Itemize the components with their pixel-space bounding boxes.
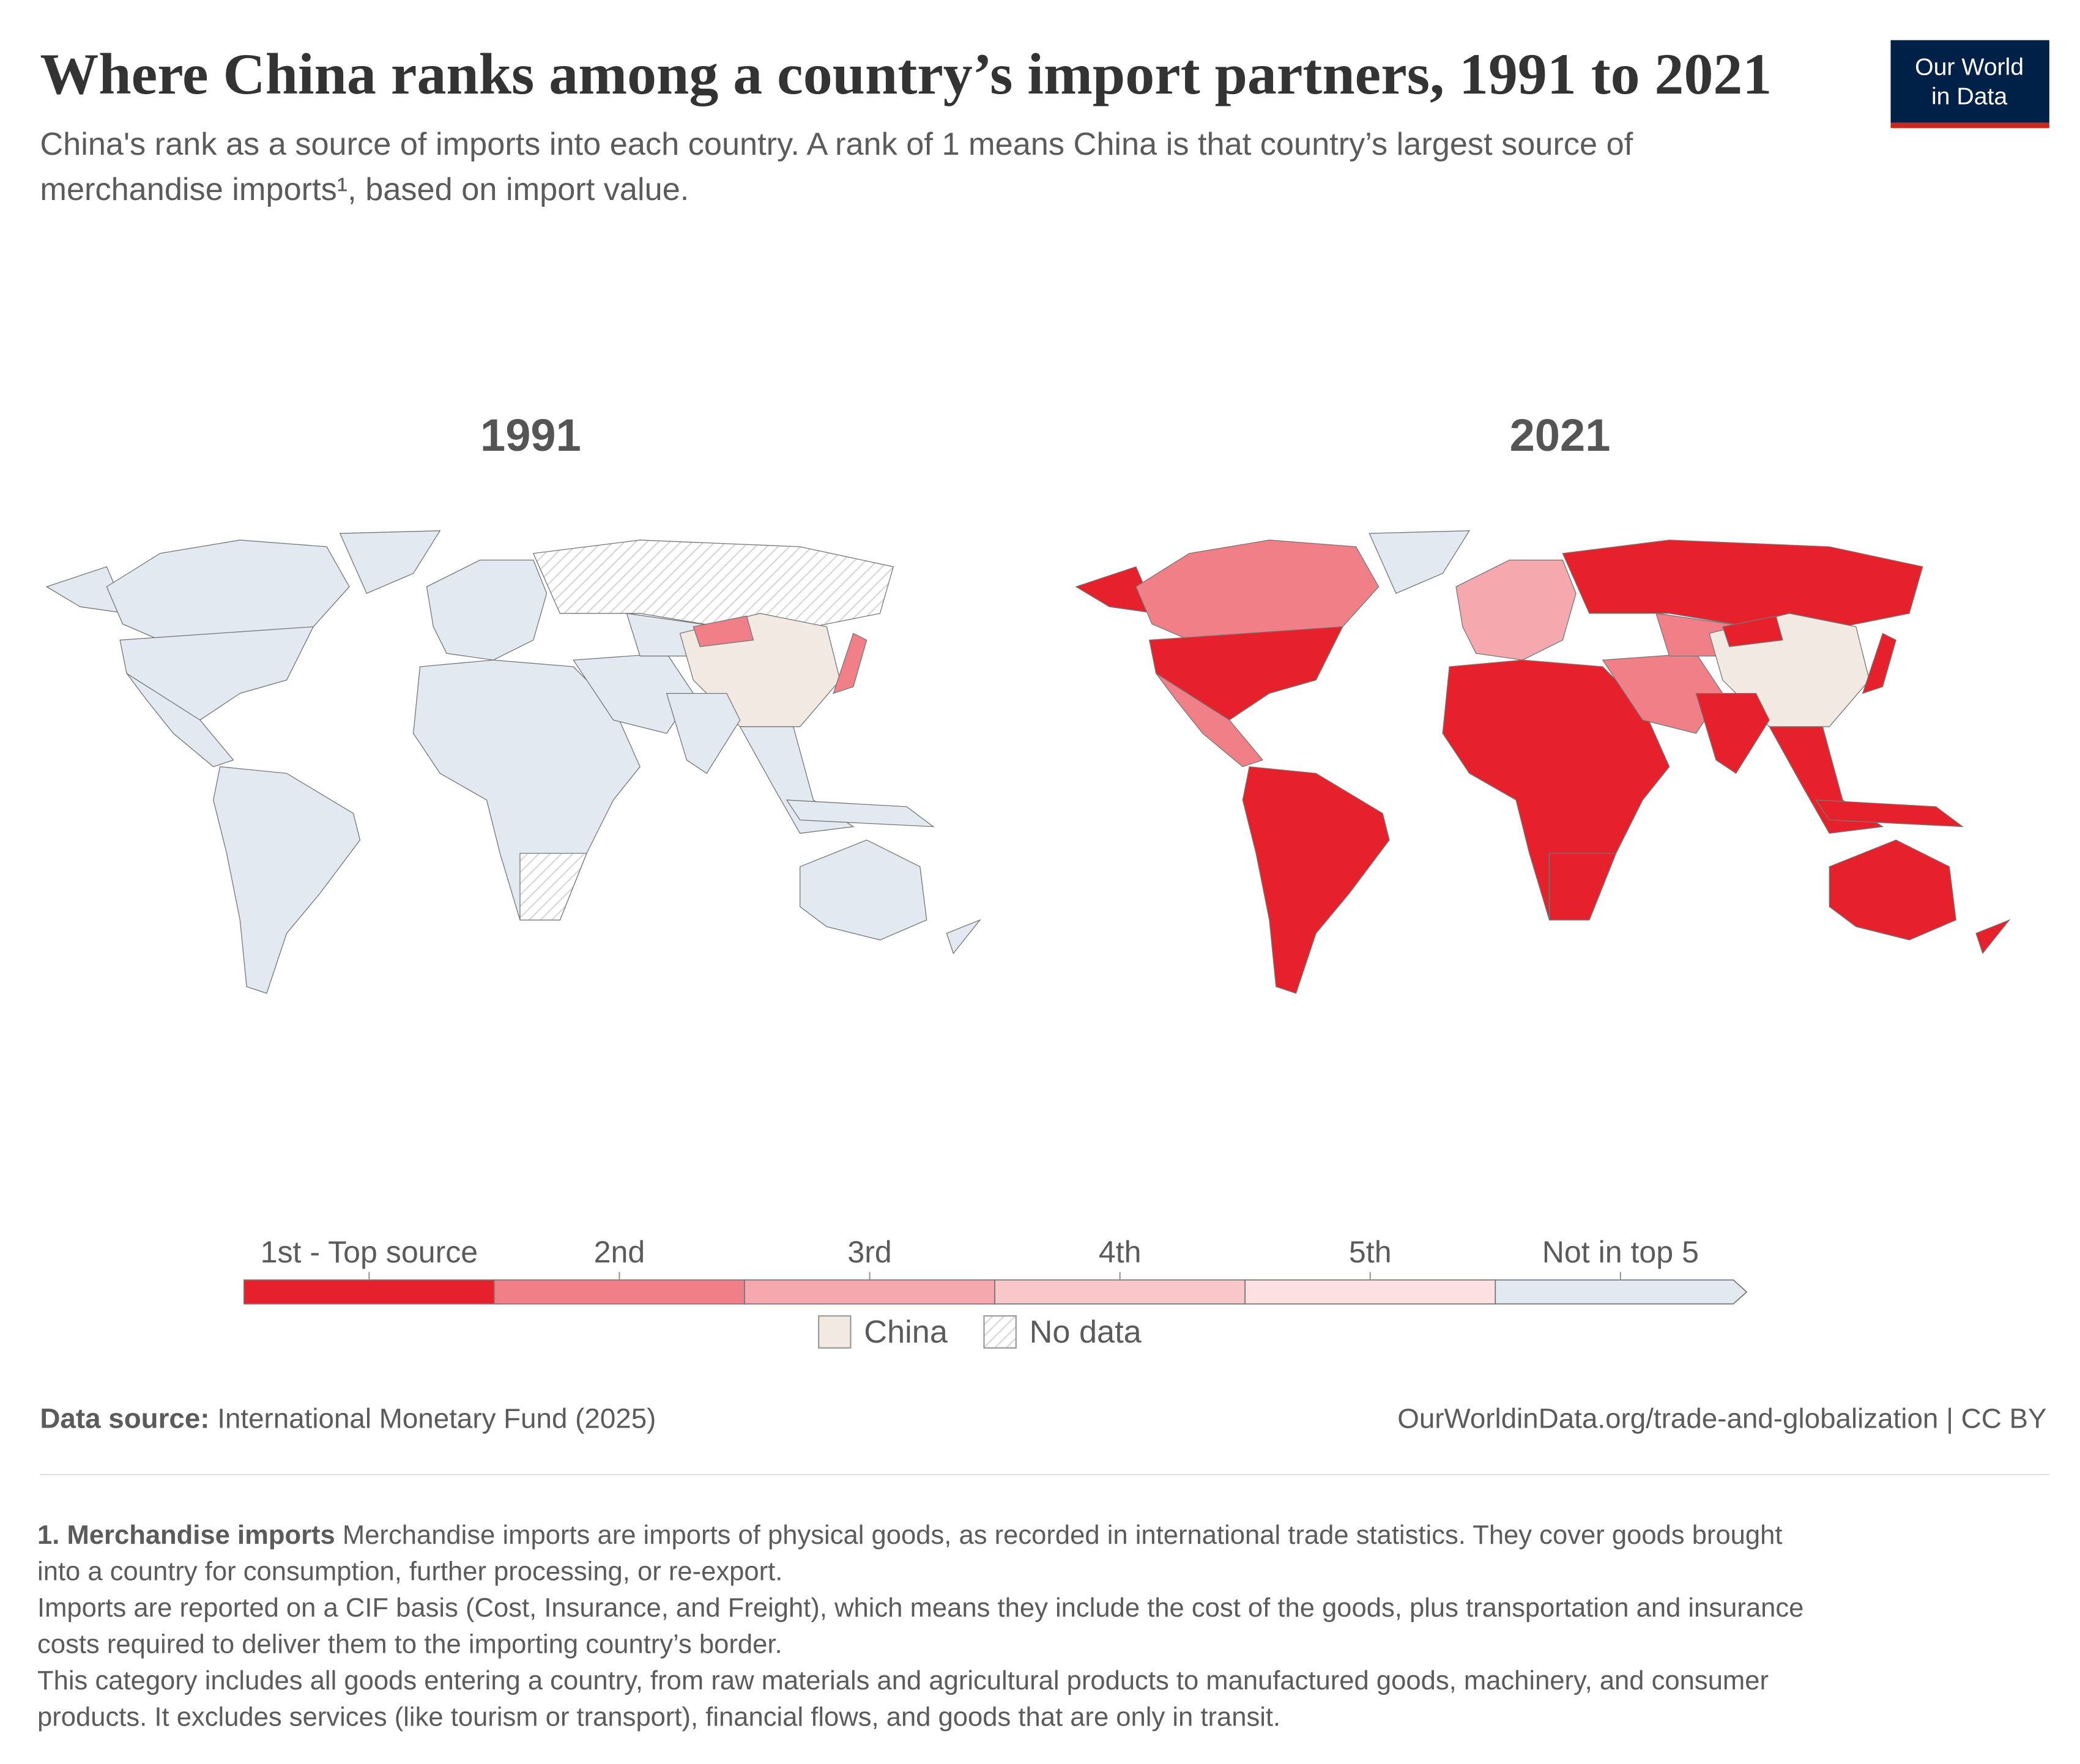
note-text: Imports are reported on a CIF basis (Cos… [37, 1593, 1803, 1623]
note-line: into a country for consumption, further … [37, 1557, 782, 1587]
note-line: costs required to deliver them to the im… [37, 1630, 782, 1659]
legend-swatch [243, 1279, 495, 1305]
region [519, 853, 587, 921]
source: Data source: International Monetary Fund… [40, 1403, 656, 1434]
region [426, 559, 548, 661]
subtitle: China's rank as a source of imports into… [40, 127, 1633, 162]
region [1242, 766, 1390, 994]
note-text: This category includes all goods enterin… [37, 1666, 1769, 1695]
legend-label: 4th [1099, 1235, 1142, 1269]
legend: 1st - Top source 2nd 3rd 4th 5th Not in top 5… [243, 1235, 1748, 1350]
source-text: International Monetary Fund (2025) [217, 1403, 656, 1434]
region [800, 839, 927, 941]
region [739, 726, 855, 834]
note-title: 1. Merchandise imports [37, 1521, 335, 1550]
note-line: products. It excludes services (like tou… [37, 1703, 1280, 1732]
maps: 1991 2021 [45, 410, 2011, 994]
panel-title: 1991 [480, 410, 581, 461]
legend-swatch [744, 1279, 995, 1305]
region [126, 673, 234, 768]
note-text: products. It excludes services (like tou… [37, 1703, 1280, 1732]
legend-label: China [864, 1314, 948, 1350]
logo-text: Our World [1915, 53, 2024, 80]
legend-label: 2nd [594, 1235, 645, 1269]
region [1815, 799, 1964, 828]
subtitle: merchandise imports¹, based on import va… [40, 172, 689, 207]
notes: 1. Merchandise imports Merchandise impor… [37, 1521, 1803, 1732]
region [666, 692, 741, 774]
legend-swatch [994, 1279, 1246, 1305]
legend-label: 3rd [847, 1235, 891, 1269]
map [45, 530, 981, 994]
region [1548, 853, 1617, 921]
logo-bar [1890, 122, 2049, 128]
logo-text: in Data [1931, 83, 2007, 109]
legend-swatch [983, 1315, 1017, 1349]
region [1769, 726, 1884, 834]
title: Where China ranks among a country’s impo… [40, 42, 1772, 106]
legend-swatch [494, 1279, 745, 1305]
url: OurWorldinData.org/trade-and-globalizati… [1397, 1403, 2046, 1434]
legend-swatch [1495, 1279, 1748, 1305]
legend-label: Not in top 5 [1542, 1235, 1699, 1269]
region [786, 799, 935, 828]
logo [1890, 40, 2049, 123]
note-line: Imports are reported on a CIF basis (Cos… [37, 1593, 1803, 1623]
legend-label: 1st - Top source [261, 1235, 478, 1269]
region [1695, 692, 1770, 774]
region [1562, 539, 1923, 628]
panel-title: 2021 [1510, 410, 1611, 461]
region [833, 632, 867, 694]
region [1455, 559, 1577, 661]
map [1075, 530, 2011, 994]
legend-swatch [818, 1315, 852, 1349]
legend-label: No data [1030, 1314, 1142, 1350]
region [1135, 539, 1380, 641]
region [1156, 673, 1264, 768]
region [1862, 632, 1897, 694]
region [339, 530, 441, 594]
region [119, 626, 314, 721]
source-label: Data source: [40, 1403, 209, 1434]
region [1975, 919, 2011, 954]
region [946, 919, 981, 954]
region [1369, 530, 1470, 594]
note-text: into a country for consumption, further … [37, 1557, 782, 1587]
legend-label: 5th [1349, 1235, 1392, 1269]
region [532, 539, 894, 628]
legend-swatch [1244, 1279, 1496, 1305]
region [1722, 615, 1783, 648]
note-line: 1. Merchandise imports Merchandise impor… [37, 1521, 1782, 1550]
region [213, 766, 361, 994]
region [1829, 839, 1957, 941]
note-line: This category includes all goods enterin… [37, 1666, 1769, 1695]
note-text: costs required to deliver them to the im… [37, 1630, 782, 1659]
region [693, 615, 754, 648]
note-text: Merchandise imports are imports of physi… [343, 1521, 1783, 1550]
region [1148, 626, 1343, 721]
region [106, 539, 350, 641]
